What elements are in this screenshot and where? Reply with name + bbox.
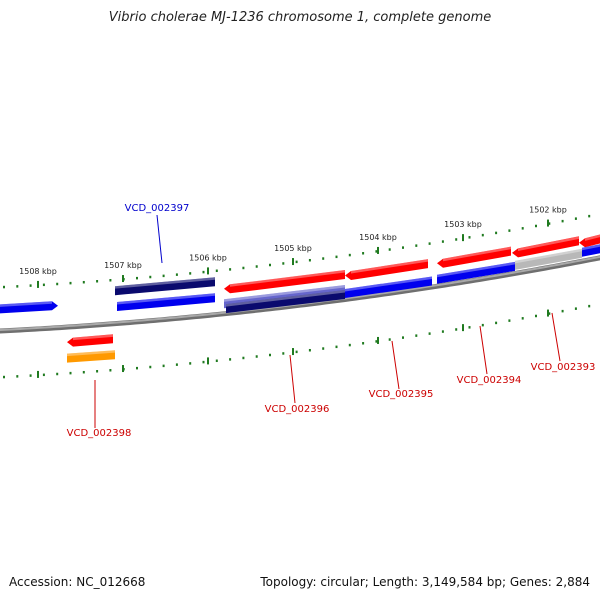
gene-feature-vcd-002396-mid-highlight xyxy=(224,284,345,302)
gene-feature-vcd-002396-top-highlight xyxy=(230,269,345,287)
gene-feature-vcd-002394-top xyxy=(437,246,511,268)
gene-feature-vcd-002398-top-highlight xyxy=(73,334,113,341)
gene-features xyxy=(0,234,600,363)
gene-label: VCD_002397 xyxy=(125,203,190,214)
ruler-tick-label: 1506 kbp xyxy=(189,253,227,262)
gene-feature-vcd-002395-bottom xyxy=(345,276,432,298)
gene-label-leader xyxy=(156,214,163,264)
gene-feature-next-top xyxy=(579,234,600,248)
gene-feature-vcd-002397-outer xyxy=(115,277,215,296)
accession-text: Accession: NC_012668 xyxy=(9,575,146,589)
gene-feature-next-bottom xyxy=(582,244,600,257)
gene-label-leader xyxy=(391,340,400,390)
gene-feature-vcd-002394-bottom xyxy=(437,261,515,284)
gene-feature-vcd-002396-top xyxy=(224,270,345,294)
gene-label: VCD_002393 xyxy=(531,362,596,373)
ruler-ticks: 1502 kbp 1503 kbp 1504 kbp 1505 kbp 1506 kbp… xyxy=(3,206,591,379)
genome-summary-text: Topology: circular; Length: 3,149,584 bp… xyxy=(260,575,590,589)
ruler-tick-label: 1505 kbp xyxy=(274,244,312,253)
map-title: Vibrio cholerae MJ-1236 chromosome 1, co… xyxy=(108,10,492,25)
ruler-tick-label: 1507 kbp xyxy=(104,261,142,270)
gene-feature-next-bottom-highlight xyxy=(582,244,600,251)
gene-feature-vcd-002393-top xyxy=(512,236,579,258)
gene-feature-vcd-002396-bottom xyxy=(226,290,345,314)
gene-feature-vcd-002398-bottom xyxy=(67,350,115,363)
gene-feature-vcd-002397-inner xyxy=(117,293,215,311)
ruler-tick-label: 1503 kbp xyxy=(444,220,482,229)
gene-label-leader xyxy=(479,325,488,375)
gene-feature-vcd-002393-bottom xyxy=(515,248,582,270)
gene-feature-vcd-002398-top xyxy=(67,334,113,347)
gene-feature-vcd-002395-bottom-highlight xyxy=(345,276,432,292)
gene-feature-vcd-002397-inner-highlight xyxy=(117,293,215,305)
gene-feature-vcd-002393-bottom-highlight xyxy=(515,248,582,264)
ruler-tick-label: 1502 kbp xyxy=(529,206,567,215)
gene-label: VCD_002396 xyxy=(265,404,330,415)
ruler-tick-label: 1504 kbp xyxy=(359,233,397,242)
gene-feature-vcd-002394-bottom-highlight xyxy=(437,261,515,278)
ruler-tick-label: 1508 kbp xyxy=(19,267,57,276)
gene-feature-left-blue xyxy=(0,301,58,314)
gene-label: VCD_002395 xyxy=(369,389,434,400)
gene-label-leader xyxy=(551,312,561,362)
gene-feature-vcd-002396-bottom-highlight xyxy=(226,289,345,307)
gene-feature-vcd-002393-top-highlight xyxy=(518,236,579,251)
gene-feature-vcd-002395-top xyxy=(345,259,428,280)
gene-feature-left-blue-highlight xyxy=(0,301,52,307)
gene-feature-vcd-002394-top-highlight xyxy=(443,246,511,262)
gene-feature-vcd-002395-top-highlight xyxy=(351,259,428,274)
gene-label: VCD_002398 xyxy=(67,428,132,439)
gene-label: VCD_002394 xyxy=(457,375,522,386)
gene-feature-vcd-002397-outer-highlight xyxy=(115,277,215,289)
gene-label-leader xyxy=(289,354,296,404)
gene-labels: VCD_002397 VCD_002398 VCD_002396 VCD_002395… xyxy=(67,203,596,439)
gene-feature-vcd-002398-bottom-highlight xyxy=(67,350,115,357)
gene-feature-next-top-highlight xyxy=(585,234,600,241)
